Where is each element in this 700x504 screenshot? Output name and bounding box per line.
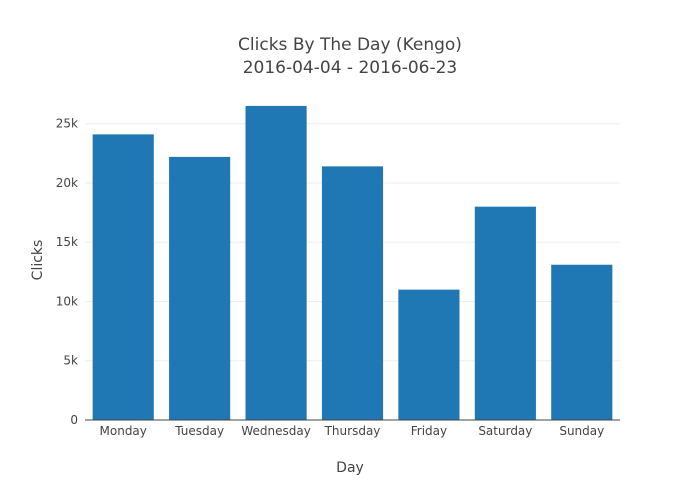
bar-monday xyxy=(92,134,154,421)
bar-friday xyxy=(398,289,460,420)
bar-thursday xyxy=(321,166,384,420)
bar-wednesday xyxy=(245,105,307,420)
y-tick-label: 15k xyxy=(56,235,78,249)
axes: 0 5k 10k 15k 20k 25k Monday Tuesday Wednesday Thu… xyxy=(56,117,620,438)
x-tick-label: Wednesday xyxy=(241,424,310,438)
y-tick-label: 20k xyxy=(56,176,78,190)
y-tick-label: 25k xyxy=(56,117,78,131)
x-tick-label: Saturday xyxy=(478,424,532,438)
x-tick-label: Thursday xyxy=(324,424,381,438)
x-tick-label: Friday xyxy=(411,424,447,438)
chart-subtitle: 2016-04-04 - 2016-06-23 xyxy=(243,58,458,78)
bar-sunday xyxy=(551,264,613,420)
bar-tuesday xyxy=(169,156,231,420)
y-axis-title: Clicks xyxy=(30,240,46,281)
bar-saturday xyxy=(474,206,536,420)
y-tick-label: 5k xyxy=(63,354,78,368)
x-axis-title: Day xyxy=(336,460,364,476)
y-tick-label: 10k xyxy=(56,294,78,308)
bars xyxy=(92,105,613,421)
y-tick-label: 0 xyxy=(70,413,78,427)
chart-title: Clicks By The Day (Kengo) xyxy=(238,35,462,55)
x-tick-label: Sunday xyxy=(559,424,604,438)
x-tick-label: Tuesday xyxy=(174,424,224,438)
x-tick-label: Monday xyxy=(100,424,147,438)
